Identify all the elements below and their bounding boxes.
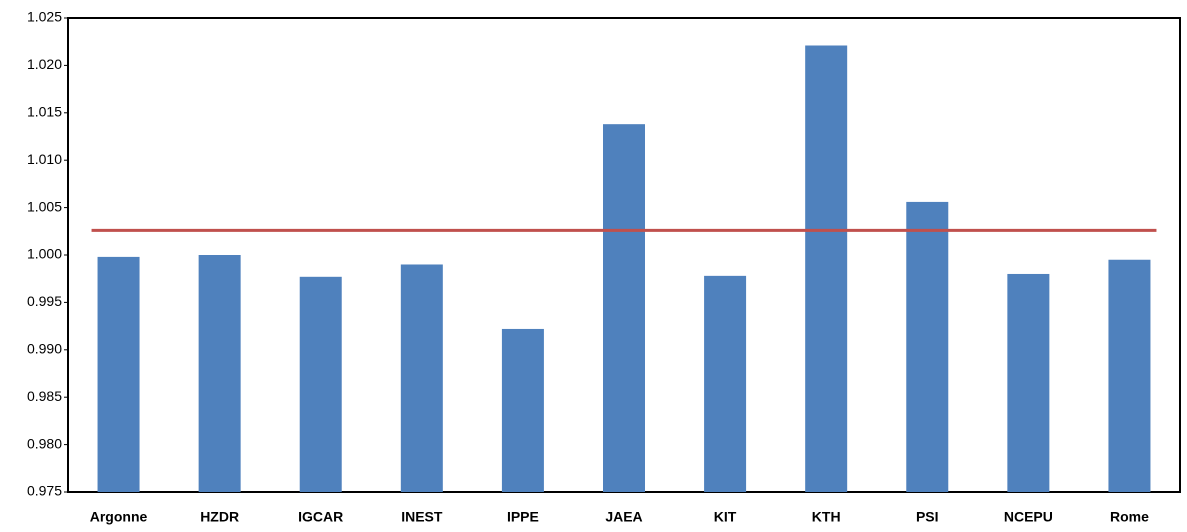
y-tick-label: 1.020 <box>27 56 62 72</box>
x-tick-label: Argonne <box>90 509 148 525</box>
x-tick-label: HZDR <box>200 509 239 525</box>
bar <box>704 275 747 492</box>
bar <box>501 328 544 492</box>
bar <box>299 276 342 492</box>
bar <box>805 45 848 492</box>
bar <box>400 264 443 492</box>
y-tick-label: 0.990 <box>27 341 62 357</box>
y-tick-label: 1.000 <box>27 246 62 262</box>
x-tick-label: NCEPU <box>1004 509 1053 525</box>
y-tick-label: 0.985 <box>27 388 62 404</box>
x-tick-label: JAEA <box>605 509 642 525</box>
x-tick-label: KIT <box>714 509 737 525</box>
x-tick-label: INEST <box>401 509 443 525</box>
y-tick-label: 1.005 <box>27 198 62 214</box>
y-tick-label: 0.975 <box>27 483 62 499</box>
bar <box>1108 259 1151 492</box>
y-tick-label: 0.995 <box>27 293 62 309</box>
y-tick-label: 1.015 <box>27 104 62 120</box>
bar <box>198 255 241 492</box>
y-tick-label: 1.010 <box>27 151 62 167</box>
x-tick-label: KTH <box>812 509 841 525</box>
y-tick-label: 1.025 <box>27 9 62 25</box>
x-tick-label: IGCAR <box>298 509 343 525</box>
y-tick-label: 0.980 <box>27 435 62 451</box>
bar <box>97 256 140 492</box>
bar <box>603 124 645 493</box>
bar <box>906 201 949 493</box>
x-tick-label: Rome <box>1110 509 1149 525</box>
bar <box>1007 273 1050 492</box>
x-tick-label: IPPE <box>507 509 539 525</box>
x-tick-label: PSI <box>916 509 939 525</box>
